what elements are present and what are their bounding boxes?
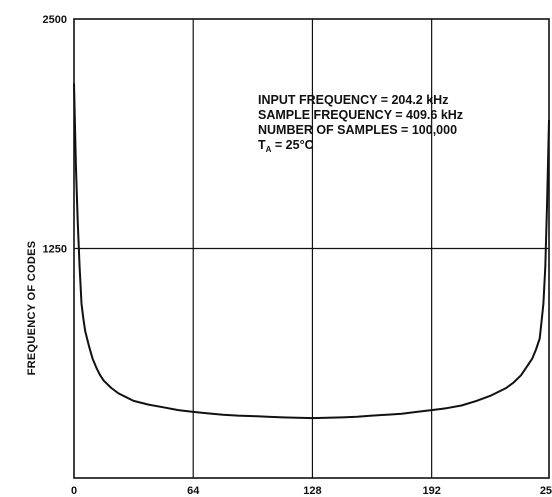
x-tick-label: 192	[422, 485, 440, 497]
annotation-temperature-symbol: T	[258, 138, 266, 152]
annotation-input-frequency: INPUT FREQUENCY = 204.2 kHz	[258, 93, 448, 107]
annotation-number-of-samples: NUMBER OF SAMPLES = 100,000	[258, 123, 457, 137]
x-tick-label: 255	[540, 485, 552, 497]
x-tick-label: 64	[187, 485, 200, 497]
x-tick-labels: 0 64 128 192 255	[71, 485, 552, 497]
annotation-block: INPUT FREQUENCY = 204.2 kHz SAMPLE FREQU…	[258, 93, 463, 154]
annotation-temperature-subscript: A	[266, 145, 272, 154]
annotation-temperature: TA = 25°C	[258, 138, 314, 154]
x-tick-label: 128	[303, 485, 321, 497]
grid	[74, 19, 549, 478]
y-tick-labels: 1250 2500	[43, 14, 67, 256]
plot-frame	[73, 18, 550, 479]
annotation-temperature-value: = 25°C	[271, 138, 313, 152]
y-tick-label: 1250	[43, 244, 67, 256]
series-line	[73, 83, 550, 420]
x-tick-label: 0	[71, 485, 77, 497]
series-layer	[73, 83, 550, 420]
y-tick-label: 2500	[43, 14, 67, 26]
annotation-sample-frequency: SAMPLE FREQUENCY = 409.6 kHz	[258, 108, 463, 122]
y-axis-label: FREQUENCY OF CODES	[26, 241, 38, 376]
